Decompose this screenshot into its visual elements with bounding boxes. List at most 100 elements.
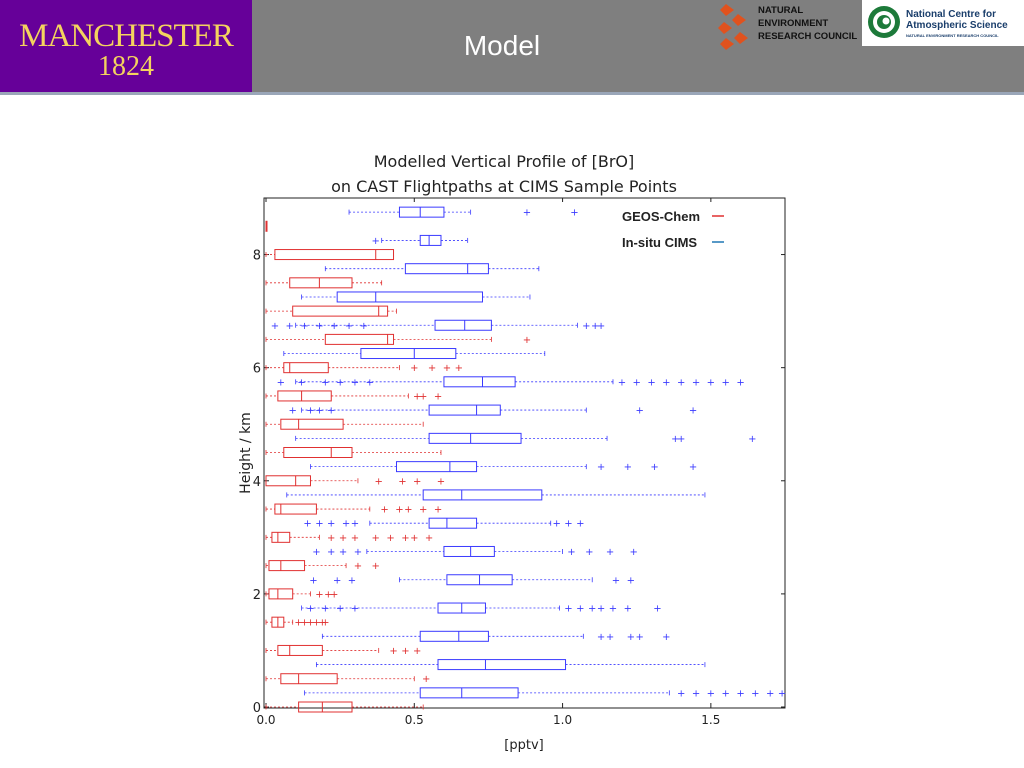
outlier-point: + (330, 589, 338, 600)
box-iqr (443, 545, 495, 557)
box-geos-chem: + (265, 673, 430, 685)
outlier-point: + (618, 377, 626, 388)
box-iqr (324, 333, 395, 345)
outlier-point: + (677, 434, 685, 445)
outlier-point: + (309, 575, 317, 586)
box-cims: + + + + + (321, 630, 671, 643)
outlier-point: + (315, 519, 323, 530)
outlier-point: + (689, 406, 697, 417)
outlier-point: + (736, 377, 744, 388)
ncas-line: National Centre for (906, 9, 997, 20)
outlier-point: + (662, 632, 670, 643)
outlier-point: + (277, 377, 285, 388)
legend: GEOS-Chem In-situ CIMS (622, 209, 724, 250)
box-iqr (398, 206, 445, 218)
outlier-point: + (372, 236, 380, 247)
box-cims: + + + + + + + + ++ (271, 319, 605, 332)
outlier-point: + (443, 363, 451, 374)
outlier-point: + (707, 377, 715, 388)
outlier-point: + (523, 208, 531, 219)
outlier-point: + (612, 575, 620, 586)
box-iqr (280, 673, 338, 685)
box-iqr (268, 560, 306, 572)
outlier-point: + (395, 505, 403, 516)
outlier-point: + (606, 632, 614, 643)
outlier-point: + (624, 604, 632, 615)
ncas-subtitle: NATURAL ENVIRONMENT RESEARCH COUNCIL (906, 33, 999, 38)
outlier-point: + (286, 321, 294, 332)
box-geos-chem: + + + + + (265, 503, 442, 516)
box-geos-chem (265, 220, 268, 232)
university-name: MANCHESTER (19, 18, 234, 54)
x-tick-label: 0.5 (405, 713, 424, 727)
outlier-point: + (339, 533, 347, 544)
outlier-point: + (372, 561, 380, 572)
box-iqr (336, 291, 483, 303)
chart-title-line-2: on CAST Flightpaths at CIMS Sample Point… (331, 177, 677, 196)
box-iqr (419, 687, 519, 699)
outlier-point: + (294, 618, 302, 629)
outlier-point: + (552, 519, 560, 530)
outlier-point: + (630, 547, 638, 558)
box-iqr (277, 390, 332, 402)
outlier-point: + (597, 604, 605, 615)
box-iqr (283, 362, 329, 374)
outlier-point: + (303, 519, 311, 530)
box-cims (286, 489, 706, 501)
box-cims: + (372, 234, 469, 247)
outlier-point: + (410, 363, 418, 374)
outlier-point: + (778, 688, 786, 699)
box-cims (316, 659, 706, 671)
outlier-point: + (401, 533, 409, 544)
x-tick-label: 1.0 (553, 713, 572, 727)
outlier-point: + (434, 505, 442, 516)
outlier-point: + (351, 533, 359, 544)
outlier-point: + (707, 688, 715, 699)
outlier-point: + (422, 674, 430, 685)
outlier-point: + (354, 547, 362, 558)
outlier-point: + (627, 575, 635, 586)
chart-title-line-1: Modelled Vertical Profile of [BrO] (374, 152, 635, 171)
outlier-point: + (271, 321, 279, 332)
outlier-point: + (336, 377, 344, 388)
outlier-point: + (437, 476, 445, 487)
y-axis-label: Height / km (238, 412, 254, 494)
outlier-point: + (312, 547, 320, 558)
outlier-point: + (410, 533, 418, 544)
nerc-line: NATURAL (758, 5, 804, 16)
outlier-point: + (633, 377, 641, 388)
box-iqr (274, 249, 395, 261)
outlier-point: + (324, 589, 332, 600)
box-iqr (360, 348, 457, 360)
box-iqr (428, 432, 522, 444)
box-geos-chem: +++ (265, 588, 338, 600)
box-iqr (419, 630, 489, 642)
outlier-point: + (635, 632, 643, 643)
box-cims (301, 291, 531, 303)
outlier-point: + (386, 533, 394, 544)
outlier-point: + (588, 604, 596, 615)
x-tick-label: 0.0 (256, 713, 275, 727)
legend-label-geos-chem: GEOS-Chem (622, 209, 700, 224)
nerc-line: ENVIRONMENT (758, 18, 829, 29)
ncas-swirl-icon (868, 6, 900, 38)
nerc-mark-icon (718, 4, 748, 50)
box-iqr (434, 319, 492, 331)
outlier-point: + (342, 519, 350, 530)
outlier-point: + (413, 646, 421, 657)
outlier-point: + (647, 377, 655, 388)
box-cims: + + + + + + + + (312, 545, 638, 558)
box-geos-chem (265, 701, 424, 713)
box-iqr (419, 234, 442, 246)
outlier-point: + (401, 646, 409, 657)
outlier-point: + (351, 519, 359, 530)
outlier-point: + (318, 618, 326, 629)
box-cims: + + + + + (309, 574, 635, 586)
legend-label-cims: In-situ CIMS (622, 235, 697, 250)
outlier-point: + (721, 377, 729, 388)
outlier-point: + (689, 462, 697, 473)
nerc-name: NATURAL ENVIRONMENT RESEARCH COUNCIL (758, 4, 857, 43)
outlier-point: + (677, 688, 685, 699)
outlier-point: + (413, 476, 421, 487)
ncas-line: Atmospheric Science (906, 20, 1008, 31)
